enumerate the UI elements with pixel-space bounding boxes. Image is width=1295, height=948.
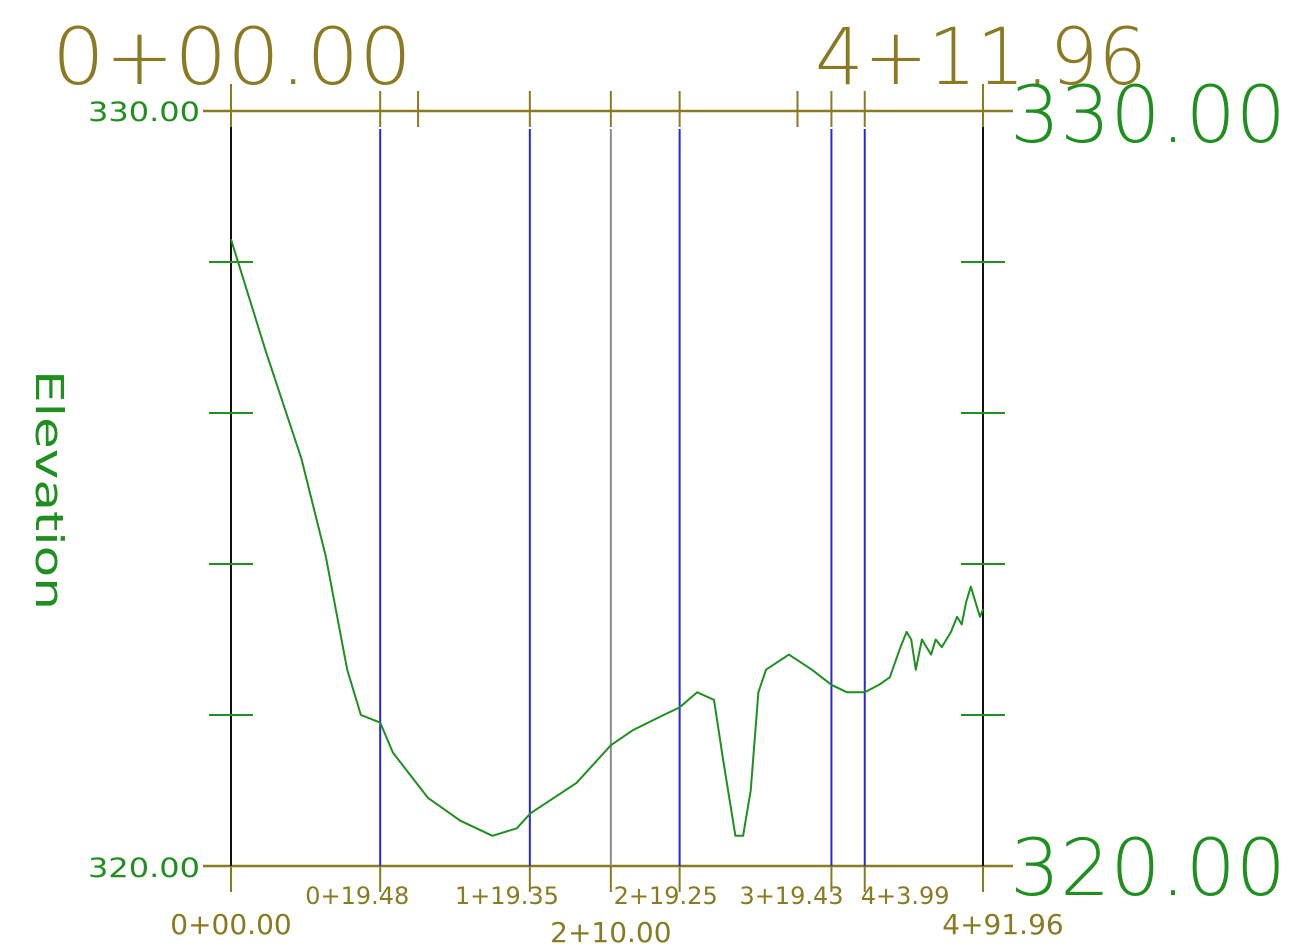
series-layer xyxy=(230,239,984,837)
station-label: 2+19.25 xyxy=(614,882,718,910)
big-top-elevation-label: 330.00 xyxy=(1010,71,1286,161)
station-label: 0+19.48 xyxy=(305,882,409,910)
big-start-station-label: 0+00.00 xyxy=(52,13,412,103)
big-end-station-label: 4+11.96 xyxy=(815,13,1147,103)
station-label: 1+19.35 xyxy=(455,882,559,910)
station-label: 2+10.00 xyxy=(550,916,671,948)
small-top-elevation-label: 330.00 xyxy=(88,97,200,128)
ground-profile-line xyxy=(230,239,984,837)
label-layer: 0+00.00 4+11.96 330.00 320.00 330.00 320… xyxy=(27,13,1286,948)
grid-layer xyxy=(203,84,1013,892)
station-label: 0+00.00 xyxy=(170,908,291,941)
y-axis-label: Elevation xyxy=(27,370,71,610)
station-label: 4+3.99 xyxy=(861,882,950,910)
station-label: 4+91.96 xyxy=(942,908,1063,941)
big-bottom-elevation-label: 320.00 xyxy=(1010,824,1286,914)
small-bottom-elevation-label: 320.00 xyxy=(88,853,200,884)
station-label: 3+19.43 xyxy=(739,882,843,910)
